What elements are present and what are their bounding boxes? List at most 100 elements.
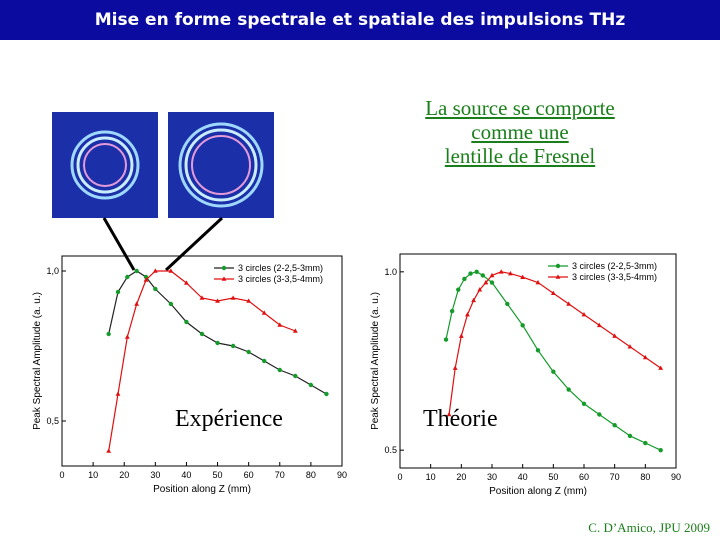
legend-marker — [221, 265, 227, 271]
data-point — [184, 280, 189, 285]
data-point — [520, 323, 525, 328]
data-point — [643, 440, 648, 446]
ring-outer — [70, 130, 140, 200]
data-point — [465, 312, 470, 317]
ring-pattern-image-small — [52, 112, 158, 218]
x-tick-label: 10 — [426, 472, 436, 482]
data-point — [215, 340, 220, 346]
x-tick-label: 20 — [119, 470, 129, 480]
data-point — [535, 348, 541, 353]
x-tick-label: 40 — [518, 472, 528, 482]
ring-middle — [76, 136, 134, 194]
x-tick-label: 40 — [181, 470, 191, 480]
caption-theory: Théorie — [423, 406, 498, 432]
theory-chart: 0 10 20 30 40 50 60 70 80 90 0.5 1.0 Position along … — [370, 253, 681, 497]
legend-marker — [555, 263, 561, 269]
data-point — [230, 295, 236, 300]
data-point — [292, 328, 298, 333]
y-tick-label: 1,0 — [46, 266, 59, 276]
data-point — [458, 333, 464, 338]
data-point — [246, 298, 252, 303]
data-point — [215, 298, 220, 303]
note-line-1: La source se comporte — [425, 96, 615, 120]
y-tick-label: 0,5 — [46, 416, 59, 426]
y-tick-label: 1.0 — [384, 267, 397, 277]
data-point — [627, 433, 633, 439]
experiment-chart: 0 10 20 30 40 50 60 70 80 90 0,5 1,0 Position along … — [32, 255, 347, 495]
legend-label: 3 circles (2-2,5-3mm) — [238, 263, 323, 273]
legend-marker — [221, 276, 227, 281]
x-tick-label: 70 — [275, 470, 285, 480]
data-point — [446, 411, 452, 417]
y-tick-label: 0.5 — [384, 445, 397, 455]
data-point — [143, 277, 149, 282]
series-line-1 — [448, 271, 662, 415]
data-point — [184, 319, 189, 325]
plot-frame — [61, 255, 343, 467]
x-tick-label: 60 — [579, 472, 589, 482]
legend-label: 3 circles (2-2,5-3mm) — [572, 261, 657, 271]
data-point — [308, 382, 314, 388]
x-tick-label: 80 — [640, 472, 650, 482]
x-tick-label: 90 — [337, 470, 347, 480]
data-point — [452, 365, 458, 370]
slide-title: Mise en forme spectrale et spatiale des … — [94, 10, 626, 30]
data-point — [199, 331, 205, 337]
data-point — [277, 367, 282, 373]
data-point — [566, 301, 572, 306]
data-point — [612, 333, 618, 338]
data-point — [508, 271, 513, 276]
x-tick-label: 70 — [610, 472, 620, 482]
data-point — [168, 301, 174, 307]
data-point — [106, 448, 112, 453]
data-point — [246, 349, 251, 355]
note-line-3: lentille de Fresnel — [444, 144, 596, 168]
data-point — [230, 343, 236, 349]
legend-label: 3 circles (3-3,5-4mm) — [238, 274, 323, 284]
data-point — [262, 358, 267, 364]
title-bar: Mise en forme spectrale et spatiale des … — [0, 0, 720, 40]
data-point — [581, 401, 587, 406]
y-axis-label: Peak Spectral Amplitude (a. u.) — [32, 292, 43, 430]
x-tick-label: 60 — [244, 470, 254, 480]
data-point — [566, 387, 571, 392]
data-point — [462, 276, 467, 282]
data-point — [115, 289, 121, 295]
ring-background — [52, 112, 158, 218]
x-axis-label: Position along Z (mm) — [489, 486, 587, 497]
credit-text: C. D’Amico, JPU 2009 — [588, 520, 710, 535]
data-point — [152, 268, 158, 273]
data-point — [480, 273, 485, 278]
data-point — [124, 334, 130, 339]
x-tick-label: 0 — [59, 470, 64, 480]
data-point — [551, 369, 556, 374]
legend-label: 3 circles (3-3,5-4mm) — [572, 272, 657, 282]
data-point — [261, 310, 267, 315]
data-point — [449, 308, 455, 314]
plot-frame — [399, 253, 677, 469]
data-point — [596, 322, 602, 328]
ring-pattern-image-large — [168, 112, 274, 218]
x-tick-label: 80 — [306, 470, 316, 480]
data-point — [324, 391, 329, 397]
x-tick-label: 30 — [150, 470, 160, 480]
note-line-2: comme une — [471, 120, 569, 144]
data-point — [443, 337, 449, 342]
data-point — [277, 322, 283, 327]
data-point — [168, 268, 174, 273]
data-point — [143, 274, 149, 280]
data-point — [658, 447, 663, 453]
x-axis-label: Position along Z (mm) — [153, 484, 251, 495]
data-point — [134, 268, 139, 274]
data-point — [456, 287, 461, 292]
x-tick-label: 10 — [88, 470, 98, 480]
x-tick-label: 0 — [397, 472, 402, 482]
data-point — [498, 269, 504, 274]
ring-inner — [191, 135, 251, 195]
data-point — [658, 365, 664, 370]
data-point — [474, 269, 479, 275]
ring-outer — [178, 122, 264, 208]
data-point — [115, 391, 121, 396]
data-point — [520, 274, 526, 279]
data-point — [468, 271, 473, 276]
